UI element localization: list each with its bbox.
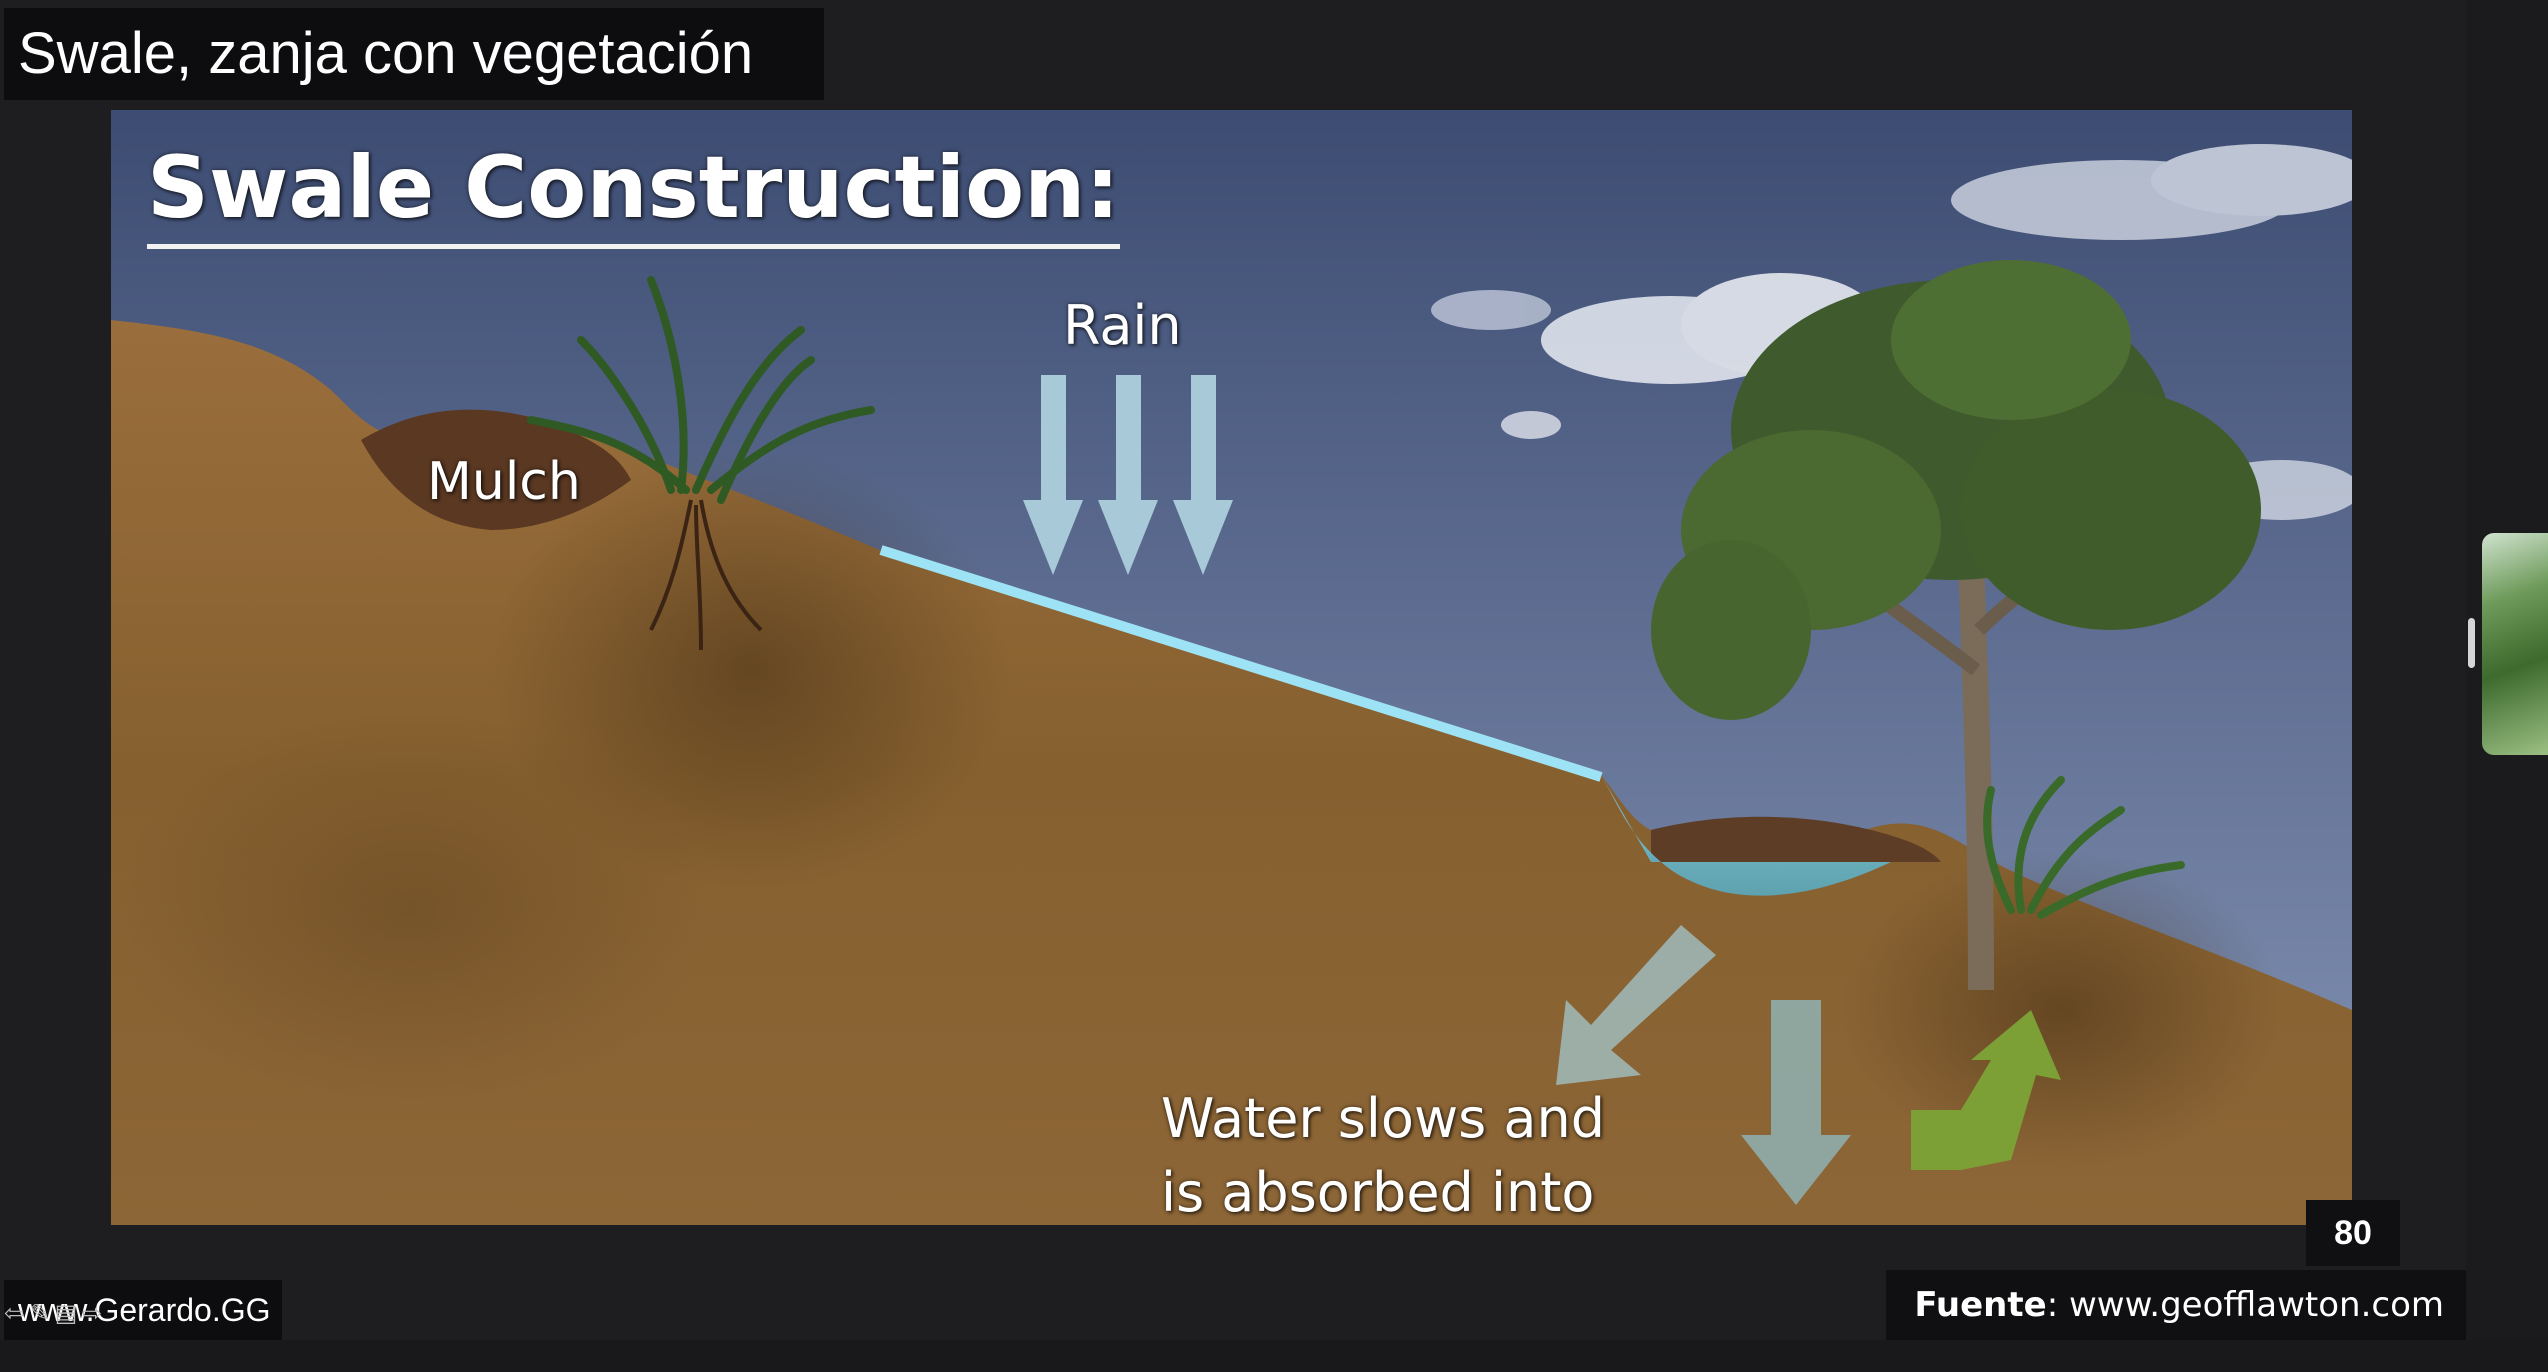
absorption-arrows <box>1556 925 2061 1205</box>
arrow-right-icon[interactable]: ⇨ <box>81 1300 103 1327</box>
source-url[interactable]: : www.geofflawton.com <box>2046 1285 2444 1325</box>
mulch-pile-right <box>1651 816 1941 862</box>
watermark: www.Gerardo.GG <box>4 1280 282 1340</box>
slide-title: Swale, zanja con vegetación <box>4 8 824 100</box>
slide-area: Swale, zanja con vegetación <box>2 8 2466 1340</box>
grid-icon[interactable]: ▤ <box>54 1300 78 1327</box>
water-flow <box>879 545 1603 782</box>
video-thumbnail[interactable] <box>2482 533 2548 755</box>
tree <box>1651 260 2261 991</box>
swale-illustration: Swale Construction: Rain Mulch Water slo… <box>111 110 2352 1225</box>
page-number: 80 <box>2306 1200 2400 1266</box>
slide-nav-controls: ⇦ ✎ ▤ ⇨ <box>2 1300 104 1330</box>
mulch-label: Mulch <box>427 452 581 512</box>
arrow-left-icon[interactable]: ⇦ <box>3 1300 25 1327</box>
rain-arrows <box>1023 375 1233 575</box>
plants-right <box>1983 776 2185 919</box>
scroll-handle[interactable] <box>2468 618 2475 668</box>
pen-icon[interactable]: ✎ <box>29 1300 51 1327</box>
rain-label: Rain <box>1063 294 1182 357</box>
illustration-heading: Swale Construction: <box>147 138 1120 249</box>
bottom-strip <box>0 1340 2548 1372</box>
source-label: Fuente <box>1914 1285 2047 1325</box>
plants-left <box>527 276 875 504</box>
swale-diagram <box>111 110 2352 1225</box>
roots-left <box>649 499 763 651</box>
mulch-pile-left <box>361 409 631 530</box>
swale-water <box>1601 775 1891 896</box>
water-caption: Water slows and is absorbed into soil <box>1161 1087 1606 1224</box>
source-credit[interactable]: Fuente: www.geofflawton.com <box>1886 1270 2466 1340</box>
